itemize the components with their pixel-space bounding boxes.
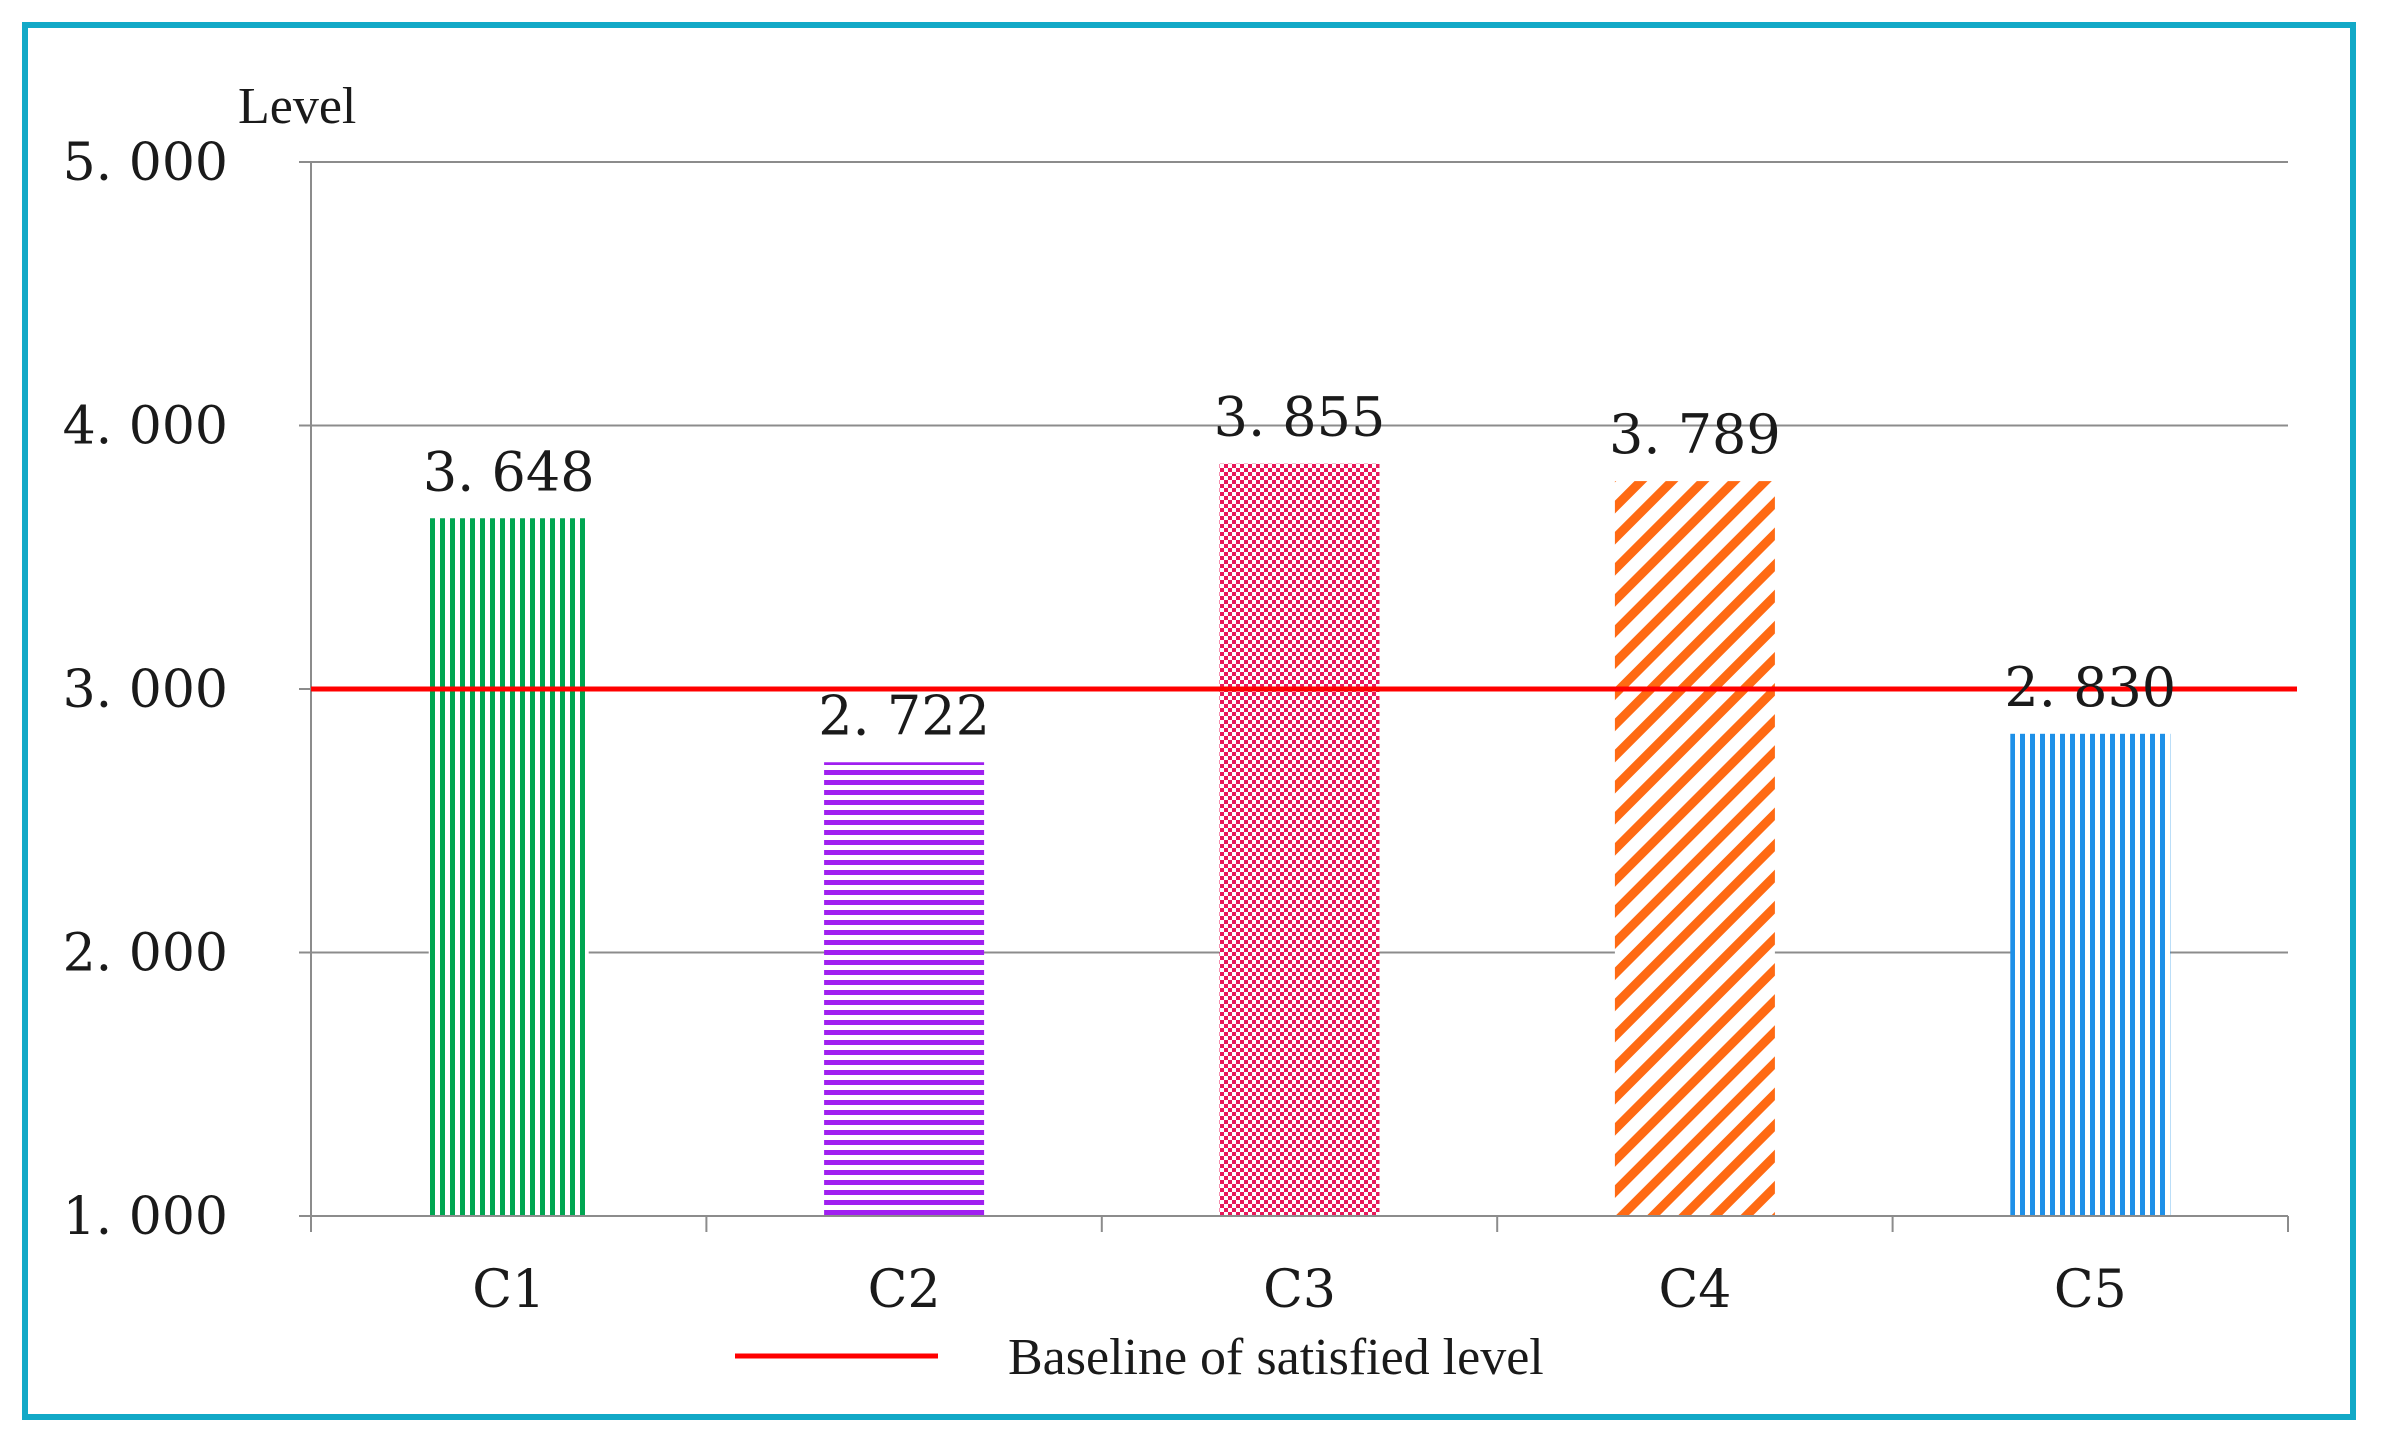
bars xyxy=(428,463,2171,1216)
labels: 1. 000 2. 000 3. 000 4. 000 5. 000 3. 648 C1 2.… xyxy=(63,133,2177,1320)
data-label-c2: 2. 722 xyxy=(818,684,990,747)
y-axis-title: Level xyxy=(238,78,356,135)
bar-c4 xyxy=(1614,481,1775,1216)
bar-c2 xyxy=(824,762,985,1216)
data-label-c1: 3. 648 xyxy=(423,440,595,503)
x-tick-label-c4: C4 xyxy=(1658,1260,1731,1320)
chart-frame xyxy=(22,22,2356,1420)
x-tick-label-c5: C5 xyxy=(2054,1260,2127,1320)
x-tick-label-c3: C3 xyxy=(1263,1260,1336,1320)
y-tick-label: 4. 000 xyxy=(63,397,228,457)
x-tick-label-c2: C2 xyxy=(868,1260,941,1320)
data-label-c3: 3. 855 xyxy=(1214,386,1386,449)
x-tick-label-c1: C1 xyxy=(472,1260,545,1320)
legend-label-baseline: Baseline of satisfied level xyxy=(1008,1329,1544,1386)
y-tick-label: 1. 000 xyxy=(63,1187,228,1247)
legend: Baseline of satisfied level xyxy=(735,1329,1544,1386)
data-label-c4: 3. 789 xyxy=(1609,403,1781,466)
y-tick-label: 5. 000 xyxy=(63,133,228,193)
data-label-c5: 2. 830 xyxy=(2004,656,2176,719)
y-tick-label: 3. 000 xyxy=(63,660,228,720)
y-tick-label: 2. 000 xyxy=(63,924,228,984)
bar-c1 xyxy=(428,518,589,1216)
bar-c3 xyxy=(1219,463,1380,1216)
bar-c5 xyxy=(2010,733,2171,1216)
